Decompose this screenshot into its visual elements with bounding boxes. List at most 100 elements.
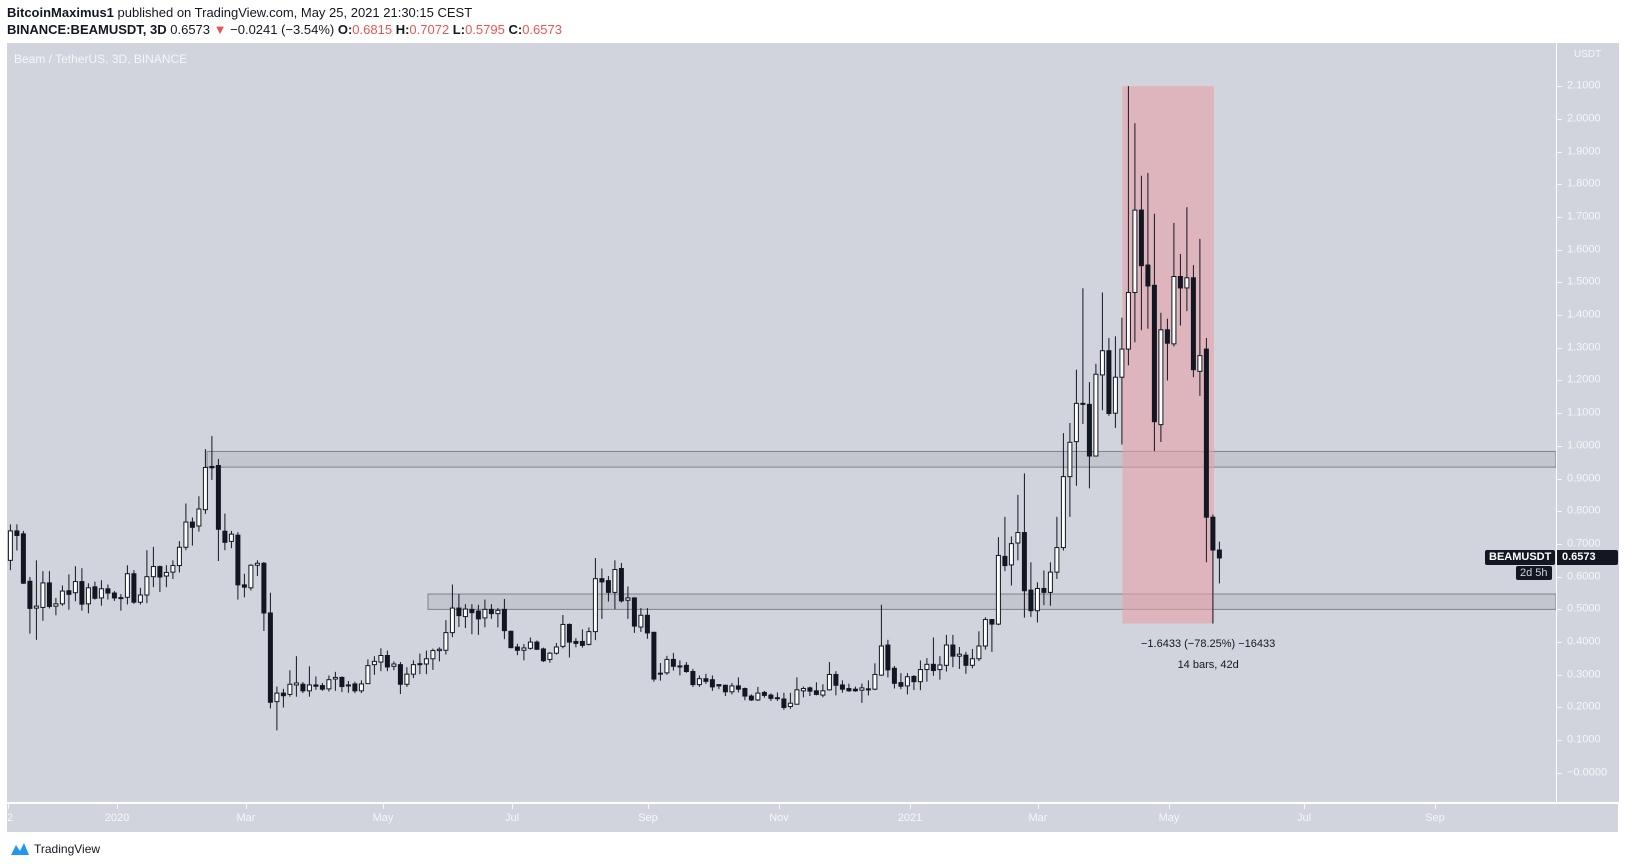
- candle: [1041, 570, 1047, 606]
- candle: [1054, 516, 1060, 579]
- candle-body-up: [85, 587, 91, 605]
- candle-body-down: [46, 582, 52, 607]
- candle: [917, 660, 923, 691]
- y-tick-label: 0.8000: [1567, 504, 1601, 517]
- candle: [215, 458, 221, 561]
- candle: [235, 532, 241, 600]
- candle: [1190, 265, 1196, 378]
- candle: [378, 648, 384, 672]
- candle: [1002, 516, 1008, 572]
- candle: [326, 675, 332, 692]
- candle: [846, 683, 852, 692]
- candle: [787, 692, 793, 709]
- x-tick-label: May: [372, 812, 394, 824]
- candle-body-down: [599, 578, 605, 583]
- candle: [1021, 473, 1027, 618]
- candle: [261, 561, 267, 631]
- candle: [137, 587, 143, 605]
- candle: [677, 660, 683, 676]
- candle-body-up: [183, 521, 189, 548]
- candle-body-up: [1054, 547, 1060, 573]
- high-value: 0.7072: [409, 22, 450, 37]
- last-price-badge: 0.6573: [1557, 550, 1618, 566]
- candle-body-up: [755, 692, 761, 701]
- candle: [813, 682, 819, 696]
- candle: [852, 686, 858, 692]
- candle-body-down: [66, 590, 72, 595]
- y-tick-label: 1.2000: [1567, 373, 1601, 386]
- candle-body-down: [488, 608, 494, 615]
- candle-body-up: [547, 652, 553, 660]
- y-tick-mark: [1557, 249, 1562, 251]
- candle-body-down: [397, 664, 403, 685]
- candle: [456, 594, 462, 628]
- candle-body-down: [1210, 516, 1216, 551]
- candle: [891, 665, 897, 689]
- candle-body-down: [644, 614, 650, 634]
- y-tick-mark: [1557, 445, 1562, 447]
- candle-body-up: [404, 673, 410, 685]
- y-tick-label: 0.4000: [1567, 635, 1601, 648]
- candle: [488, 604, 494, 619]
- candle: [170, 560, 176, 579]
- candle: [605, 576, 611, 602]
- candle-body-up: [144, 576, 150, 596]
- candle: [1073, 369, 1079, 486]
- candle: [820, 684, 826, 698]
- chart-pane[interactable]: Beam / TetherUS, 3D, BINANCE −1.6433 (−7…: [7, 43, 1556, 802]
- candle: [1093, 363, 1099, 457]
- last-price-value: 0.6573: [1562, 551, 1596, 564]
- candle: [319, 682, 325, 691]
- low-label: L:: [452, 22, 466, 37]
- candle: [794, 677, 800, 705]
- y-tick-label: 1.5000: [1567, 275, 1601, 288]
- candle: [358, 680, 364, 694]
- candle-body-up: [1119, 348, 1125, 378]
- y-tick-mark: [1557, 740, 1562, 742]
- tradingview-logo[interactable]: TradingView: [10, 842, 100, 856]
- candle-body-up: [800, 688, 806, 692]
- x-tick-label: Nov: [769, 812, 789, 824]
- candle: [306, 666, 312, 697]
- candle-body-up: [956, 653, 962, 657]
- candle: [443, 620, 449, 655]
- candle-body-up: [124, 573, 130, 598]
- candle: [105, 584, 111, 600]
- time-axis[interactable]: 2 2020 Mar May Jul Sep Nov 2021 Mar May Jul Sep: [7, 803, 1618, 832]
- candle: [651, 631, 657, 682]
- candle: [384, 650, 390, 672]
- candle: [898, 673, 904, 690]
- candle-body-down: [1216, 549, 1222, 559]
- candle: [885, 639, 891, 678]
- candle: [1177, 253, 1183, 326]
- author-name[interactable]: BitcoinMaximus1: [7, 5, 114, 20]
- candle-body-down: [891, 667, 897, 684]
- candle: [1067, 422, 1073, 517]
- x-tick-label: 2: [6, 812, 14, 824]
- candle: [475, 604, 481, 635]
- candle: [722, 684, 728, 697]
- candle: [1015, 494, 1021, 561]
- y-tick-mark: [1557, 347, 1562, 349]
- y-tick-label: 2.1000: [1567, 79, 1601, 92]
- candle: [586, 627, 592, 646]
- candle-body-up: [391, 663, 397, 667]
- high-label: H:: [395, 22, 410, 37]
- candle: [176, 541, 182, 573]
- candle: [956, 646, 962, 669]
- candle-body-up: [430, 650, 436, 660]
- candle: [1060, 433, 1066, 551]
- x-tick-label: 2021: [897, 812, 923, 824]
- candle-body-down: [1041, 587, 1047, 593]
- symbol-price-tag: BEAMUSDT: [1485, 550, 1556, 566]
- symbol-info: BINANCE:BEAMUSDT, 3D 0.6573 ▼ −0.0241 (−…: [7, 22, 562, 37]
- price-axis[interactable]: USDT −0.0000 0.1000 0.2000 0.3000 0.4000 0.50…: [1556, 43, 1619, 802]
- y-tick-mark: [1557, 118, 1562, 120]
- candle: [566, 623, 572, 658]
- candle: [72, 566, 78, 602]
- candle: [436, 647, 442, 662]
- candle: [98, 580, 104, 606]
- candle-body-down: [79, 581, 85, 605]
- candle-body-up: [664, 658, 670, 674]
- y-tick-label: 1.3000: [1567, 341, 1601, 354]
